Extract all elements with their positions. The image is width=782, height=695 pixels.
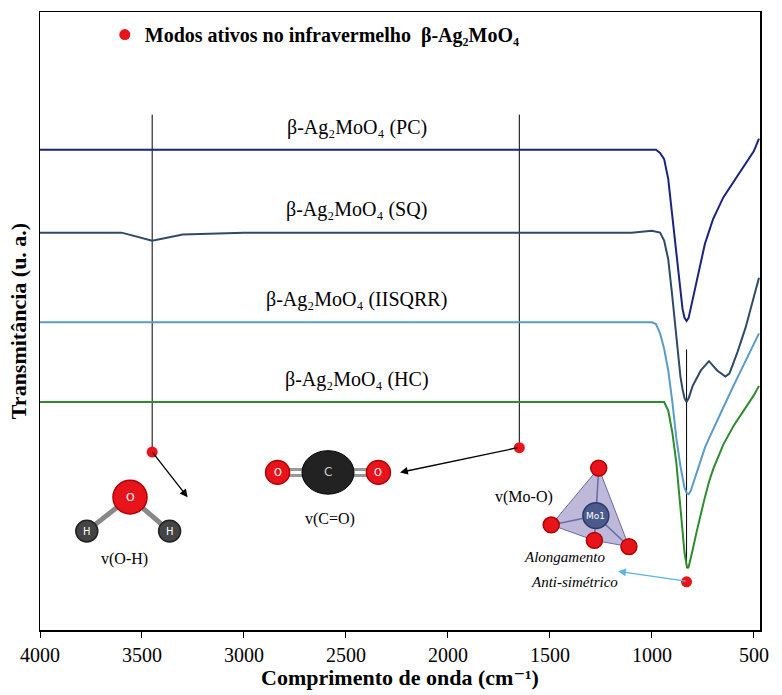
svg-text:500: 500 <box>739 644 769 666</box>
svg-text:2500: 2500 <box>326 644 366 666</box>
svg-text:1500: 1500 <box>530 644 570 666</box>
svg-text:4000: 4000 <box>20 644 60 666</box>
svg-text:Modos ativos no infravermelho: Modos ativos no infravermelho β-Ag₂MoO₄ <box>145 24 519 47</box>
svg-text:v(Mo-O): v(Mo-O) <box>495 488 553 506</box>
svg-text:2000: 2000 <box>428 644 468 666</box>
svg-text:v(C=O): v(C=O) <box>305 510 355 528</box>
svg-text:Alongamento: Alongamento <box>524 549 605 565</box>
svg-text:O: O <box>274 467 282 478</box>
svg-text:v(O-H): v(O-H) <box>101 550 148 568</box>
svg-text:O: O <box>126 491 135 504</box>
svg-text:C: C <box>324 465 332 479</box>
svg-text:Mo1: Mo1 <box>586 511 605 521</box>
svg-text:H: H <box>166 526 174 537</box>
svg-text:β-Ag₂MoO₄ (PC): β-Ag₂MoO₄ (PC) <box>287 116 427 139</box>
svg-text:β-Ag₂MoO₄ (IISQRR): β-Ag₂MoO₄ (IISQRR) <box>266 288 447 311</box>
svg-text:β-Ag₂MoO₄ (SQ): β-Ag₂MoO₄ (SQ) <box>286 198 427 221</box>
svg-text:3000: 3000 <box>224 644 264 666</box>
svg-text:3500: 3500 <box>122 644 162 666</box>
svg-text:H: H <box>83 526 91 537</box>
svg-text:O: O <box>374 467 382 478</box>
svg-text:Comprimento de onda (cm⁻¹): Comprimento de onda (cm⁻¹) <box>261 666 539 691</box>
svg-text:1000: 1000 <box>632 644 672 666</box>
svg-text:β-Ag₂MoO₄ (HC): β-Ag₂MoO₄ (HC) <box>285 368 429 391</box>
svg-text:Anti-simétrico: Anti-simétrico <box>531 574 618 590</box>
svg-text:Transmitância (u. a.): Transmitância (u. a.) <box>6 223 31 419</box>
